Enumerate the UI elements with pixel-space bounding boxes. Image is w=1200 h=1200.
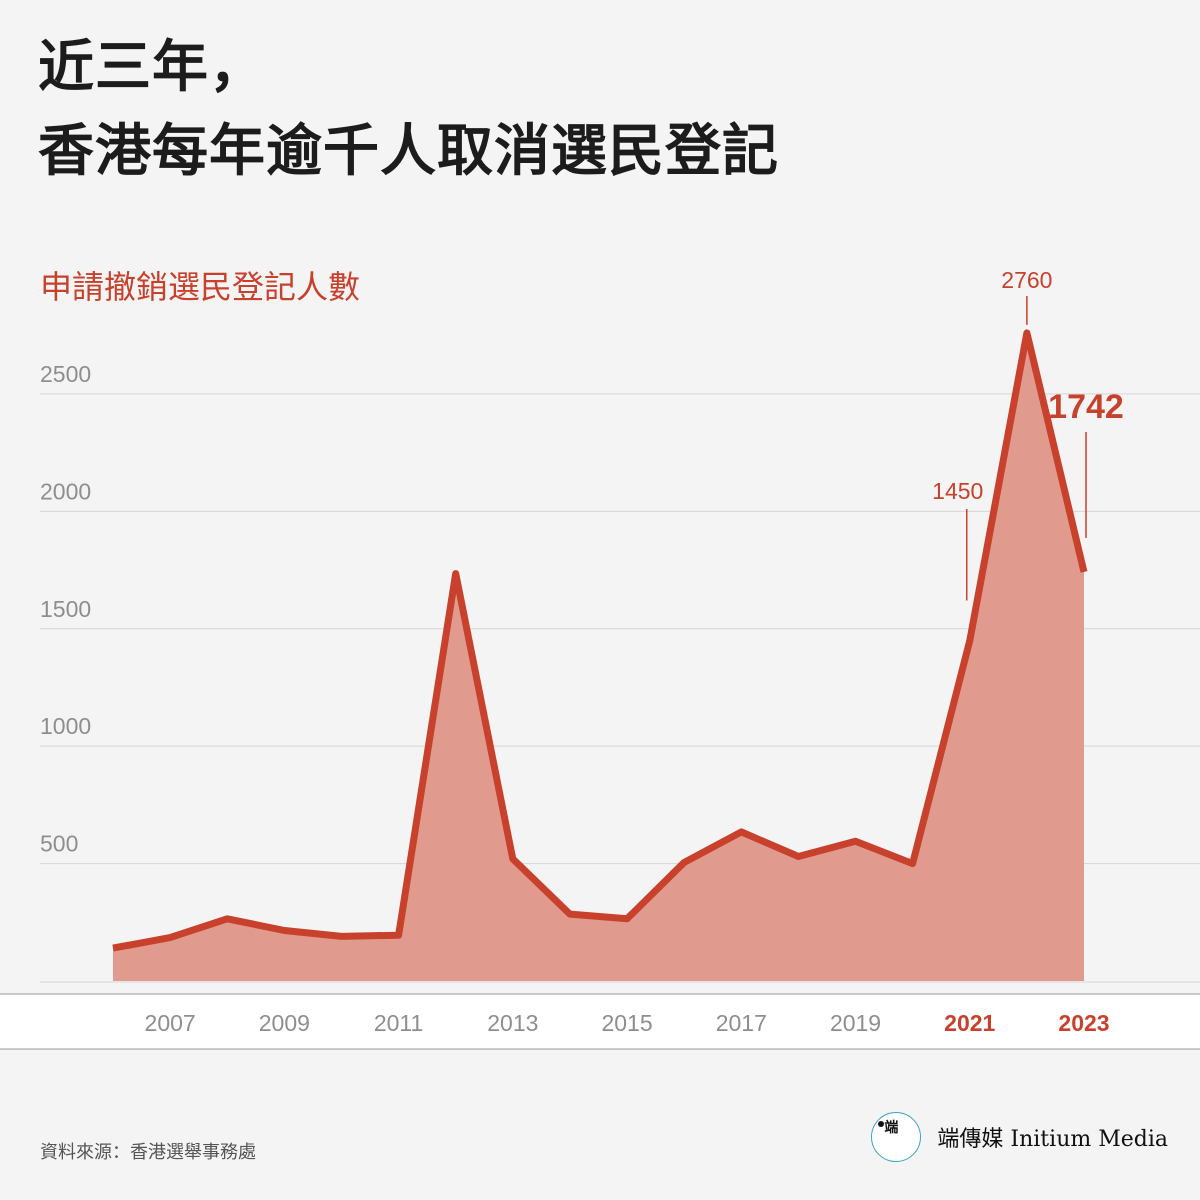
logo-dot	[878, 1121, 885, 1127]
chart-subtitle: 申請撤銷選民登記人數	[40, 268, 361, 306]
source-note: 資料來源：香港選舉事務處	[40, 1142, 256, 1163]
y-tick-label-1500: 1500	[40, 596, 91, 622]
y-tick-label-2500: 2500	[40, 361, 91, 387]
annotation-label-2023: 1742	[1048, 388, 1124, 426]
y-tick-label-1000: 1000	[40, 713, 91, 739]
x-tick-label-2019: 2019	[830, 1010, 881, 1036]
initium-logo-icon: 端	[871, 1112, 922, 1162]
title-line-1: 近三年，	[38, 35, 266, 100]
title-block: 近三年， 香港每年逾千人取消選民登記	[38, 26, 779, 194]
y-tick-label-2000: 2000	[40, 478, 91, 504]
area-chart: 500 1000 1500 2000 2500 1450 2760 1742 2007 2009 2…	[0, 267, 1200, 1050]
x-tick-label-2009: 2009	[259, 1010, 310, 1036]
brand: 端 端傳媒 Initium Media	[871, 1112, 1168, 1162]
title-line-2: 香港每年逾千人取消選民登記	[38, 119, 779, 184]
series-line	[112, 329, 1088, 952]
x-tick-label-2011: 2011	[374, 1010, 423, 1036]
y-tick-label-500: 500	[40, 831, 78, 857]
x-tick-label-2013: 2013	[487, 1010, 538, 1036]
annotation-label-2022: 2760	[1001, 267, 1052, 293]
x-tick-label-2015: 2015	[601, 1010, 652, 1036]
x-tick-label-2017: 2017	[716, 1010, 767, 1036]
x-tick-label-2023: 2023	[1058, 1010, 1109, 1036]
logo-mark: 端	[884, 1120, 898, 1136]
annotation-label-2021: 1450	[932, 478, 983, 504]
area-fill	[113, 332, 1084, 981]
brand-name: 端傳媒 Initium Media	[937, 1127, 1168, 1152]
x-tick-label-2021: 2021	[944, 1010, 995, 1036]
x-axis-band	[0, 994, 1200, 1049]
x-tick-label-2007: 2007	[145, 1010, 196, 1036]
